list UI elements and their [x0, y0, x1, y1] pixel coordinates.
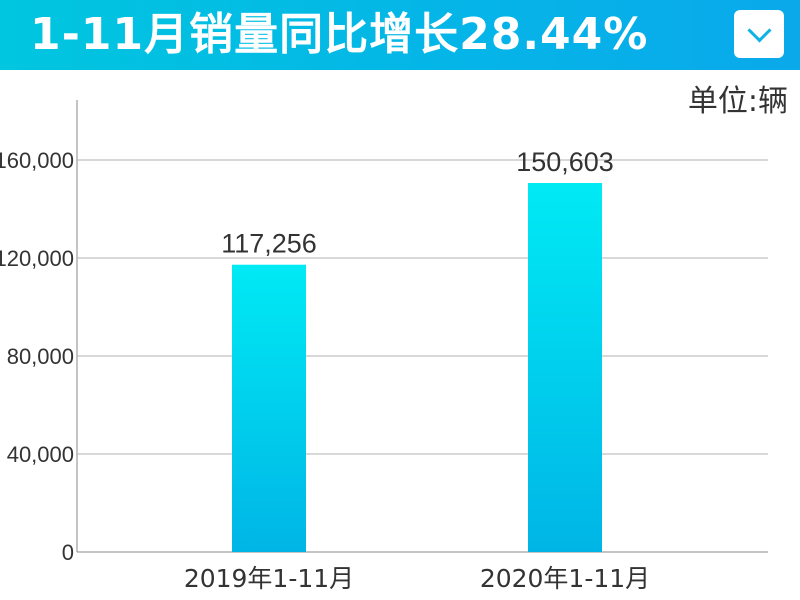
unit-label: 单位:辆	[687, 84, 788, 119]
x-tick-label: 2020年1-11月	[480, 564, 650, 593]
y-tick-label: 160,000	[0, 148, 74, 173]
x-tick-label: 2019年1-11月	[184, 564, 354, 593]
bar	[528, 183, 602, 552]
page-title: 1-11月销量同比增长28.44%	[30, 9, 649, 60]
y-tick-label: 40,000	[7, 442, 74, 467]
y-tick-label: 0	[62, 540, 74, 565]
y-tick-label: 80,000	[7, 344, 74, 369]
dropdown-button[interactable]	[734, 10, 784, 58]
bar	[232, 264, 306, 552]
header-banner: 1-11月销量同比增长28.44%	[0, 0, 800, 70]
data-label: 150,603	[516, 147, 614, 177]
y-tick-label: 120,000	[0, 246, 74, 271]
data-label: 117,256	[221, 229, 317, 259]
